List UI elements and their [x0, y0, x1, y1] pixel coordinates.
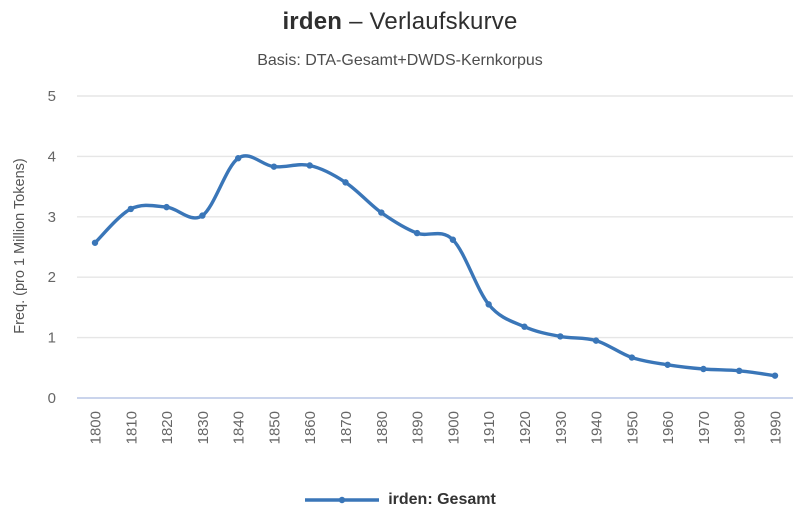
- x-tick-label-1890: 1890: [410, 411, 427, 444]
- data-point-1830[interactable]: [199, 212, 206, 219]
- data-point-1880[interactable]: [378, 209, 385, 216]
- data-point-1870[interactable]: [342, 179, 349, 186]
- chart-title: irden – Verlaufskurve: [0, 8, 800, 36]
- x-tick-label-1910: 1910: [481, 411, 498, 444]
- x-tick-label-1800: 1800: [88, 411, 105, 444]
- x-tick-label-1930: 1930: [553, 411, 570, 444]
- x-tick-label-1970: 1970: [696, 411, 713, 444]
- data-point-1970[interactable]: [700, 365, 707, 373]
- x-tick-label-1940: 1940: [589, 411, 606, 444]
- x-tick-label-1960: 1960: [660, 411, 677, 444]
- legend-line-marker-icon: [305, 496, 380, 504]
- data-point-1920[interactable]: [521, 323, 528, 330]
- x-tick-label-1810: 1810: [123, 411, 140, 444]
- y-tick-label-4: 4: [48, 148, 56, 165]
- data-point-1980[interactable]: [736, 367, 743, 375]
- y-axis-title: Freq. (pro 1 Million Tokens): [12, 158, 28, 333]
- data-point-1990[interactable]: [771, 372, 779, 379]
- x-tick-label-1880: 1880: [374, 411, 391, 444]
- x-tick-label-1980: 1980: [732, 411, 749, 444]
- legend[interactable]: irden: Gesamt: [0, 491, 800, 509]
- x-tick-label-1950: 1950: [624, 411, 641, 444]
- series-line: [93, 154, 777, 378]
- data-point-1860[interactable]: [306, 162, 313, 169]
- y-tick-label-0: 0: [48, 390, 56, 407]
- data-point-1800[interactable]: [91, 239, 99, 246]
- data-point-1950[interactable]: [628, 354, 636, 361]
- x-tick-label-1870: 1870: [338, 411, 355, 444]
- legend-series-label: irden: Gesamt: [388, 491, 496, 508]
- data-point-1840[interactable]: [234, 155, 242, 162]
- data-point-1900[interactable]: [449, 236, 457, 243]
- line-chart-plot: 0 1 2 3 4 5 1800 1810 1820 1830 1840 1850 1860 1870 18…: [12, 88, 793, 444]
- y-tick-label-1: 1: [48, 330, 56, 347]
- x-tick-label-1830: 1830: [195, 411, 212, 444]
- y-tick-label-2: 2: [48, 269, 56, 286]
- data-point-1910[interactable]: [485, 301, 492, 308]
- x-tick-label-1990: 1990: [768, 411, 785, 444]
- data-point-1890[interactable]: [413, 229, 421, 237]
- data-point-1960[interactable]: [664, 361, 671, 368]
- x-tick-label-1900: 1900: [445, 411, 462, 444]
- y-tick-label-3: 3: [48, 209, 56, 226]
- x-tick-label-1840: 1840: [231, 411, 248, 444]
- data-point-1940[interactable]: [592, 337, 600, 344]
- x-tick-label-1920: 1920: [517, 411, 534, 444]
- x-tick-label-1820: 1820: [159, 411, 176, 444]
- x-tick-label-1860: 1860: [302, 411, 319, 444]
- chart-subtitle: Basis: DTA-Gesamt+DWDS-Kernkorpus: [257, 52, 543, 69]
- data-point-1820[interactable]: [163, 203, 170, 211]
- y-tick-label-5: 5: [48, 88, 56, 105]
- data-point-1930[interactable]: [557, 333, 564, 340]
- x-tick-label-1850: 1850: [266, 411, 283, 444]
- chart-title-rest: – Verlaufskurve: [349, 8, 518, 35]
- data-point-1810[interactable]: [127, 205, 134, 213]
- data-point-1850[interactable]: [270, 163, 278, 170]
- chart-title-term: irden: [282, 8, 343, 35]
